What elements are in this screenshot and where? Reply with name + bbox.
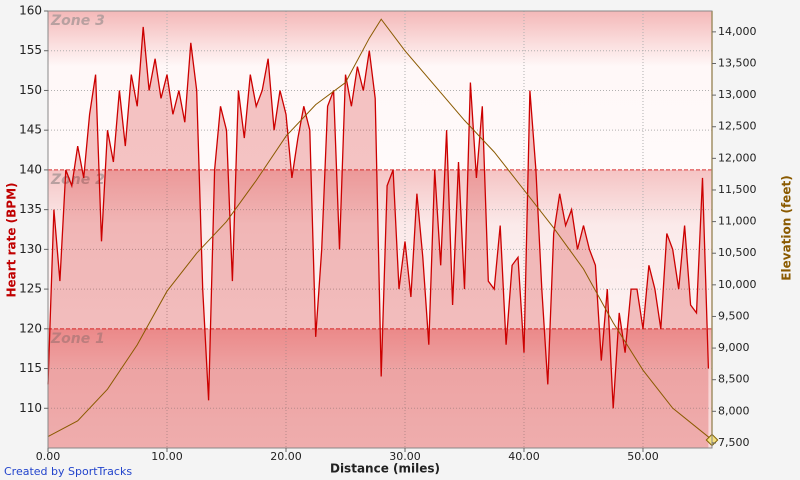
y-tick-label: 130 (19, 242, 42, 256)
y-tick-label: 115 (19, 361, 42, 375)
y-tick-label: 140 (19, 162, 42, 176)
y-axis-title: Heart rate (BPM) (5, 182, 19, 297)
hr-line (47, 26, 710, 409)
zone-band (48, 11, 712, 170)
y2-tick-label: 13,500 (718, 56, 757, 69)
zone-label: Zone 2 (50, 172, 105, 188)
y-tick-label: 150 (19, 83, 42, 97)
plot: Zone 3 Zone 2 Zone 1 110 115 120 125 130 135 140 1… (19, 4, 756, 464)
y-tick-label: 125 (19, 282, 42, 296)
x-tick-label: 10.00 (151, 450, 183, 463)
plot-frame (47, 10, 713, 449)
zone-label: Zone 1 (50, 331, 105, 347)
y-tick-label: 135 (19, 202, 42, 216)
y2-tick-label: 13,000 (718, 88, 757, 101)
y2-tick-label: 9,000 (718, 341, 750, 354)
y2-tick-label: 11,500 (718, 183, 757, 196)
y-tick-label: 110 (19, 401, 42, 415)
elevation-line (47, 18, 713, 441)
y2-tick-label: 12,500 (718, 120, 757, 133)
y2-tick-label: 9,500 (718, 309, 750, 322)
y2-tick-label: 12,000 (718, 151, 757, 164)
x-tick-label: 20.00 (270, 450, 302, 463)
y-tick-label: 120 (19, 321, 42, 335)
y2-tick-label: 7,500 (718, 436, 750, 449)
y-tick-label: 160 (19, 4, 42, 18)
zone-label: Zone 3 (50, 13, 105, 29)
hr-area (48, 26, 709, 449)
x-axis-title: Distance (miles) (330, 462, 440, 476)
x-tick-label: 0.00 (36, 450, 61, 463)
y2-tick-label: 8,500 (718, 373, 750, 386)
y2-tick-label: 8,000 (718, 404, 750, 417)
y2-tick-label: 10,500 (718, 246, 757, 259)
y2-tick-label: 14,000 (718, 25, 757, 38)
x-tick-label: 40.00 (508, 450, 540, 463)
credit-link[interactable]: Created by SportTracks (4, 465, 132, 478)
y-tick-label: 155 (19, 43, 42, 57)
x-tick-label: 50.00 (627, 450, 659, 463)
y2-axis-title: Elevation (feet) (780, 175, 794, 280)
y-tick-label: 145 (19, 123, 42, 137)
y2-tick-label: 11,000 (718, 215, 757, 228)
y2-tick-label: 10,000 (718, 278, 757, 291)
x-tick-label: 30.00 (389, 450, 421, 463)
